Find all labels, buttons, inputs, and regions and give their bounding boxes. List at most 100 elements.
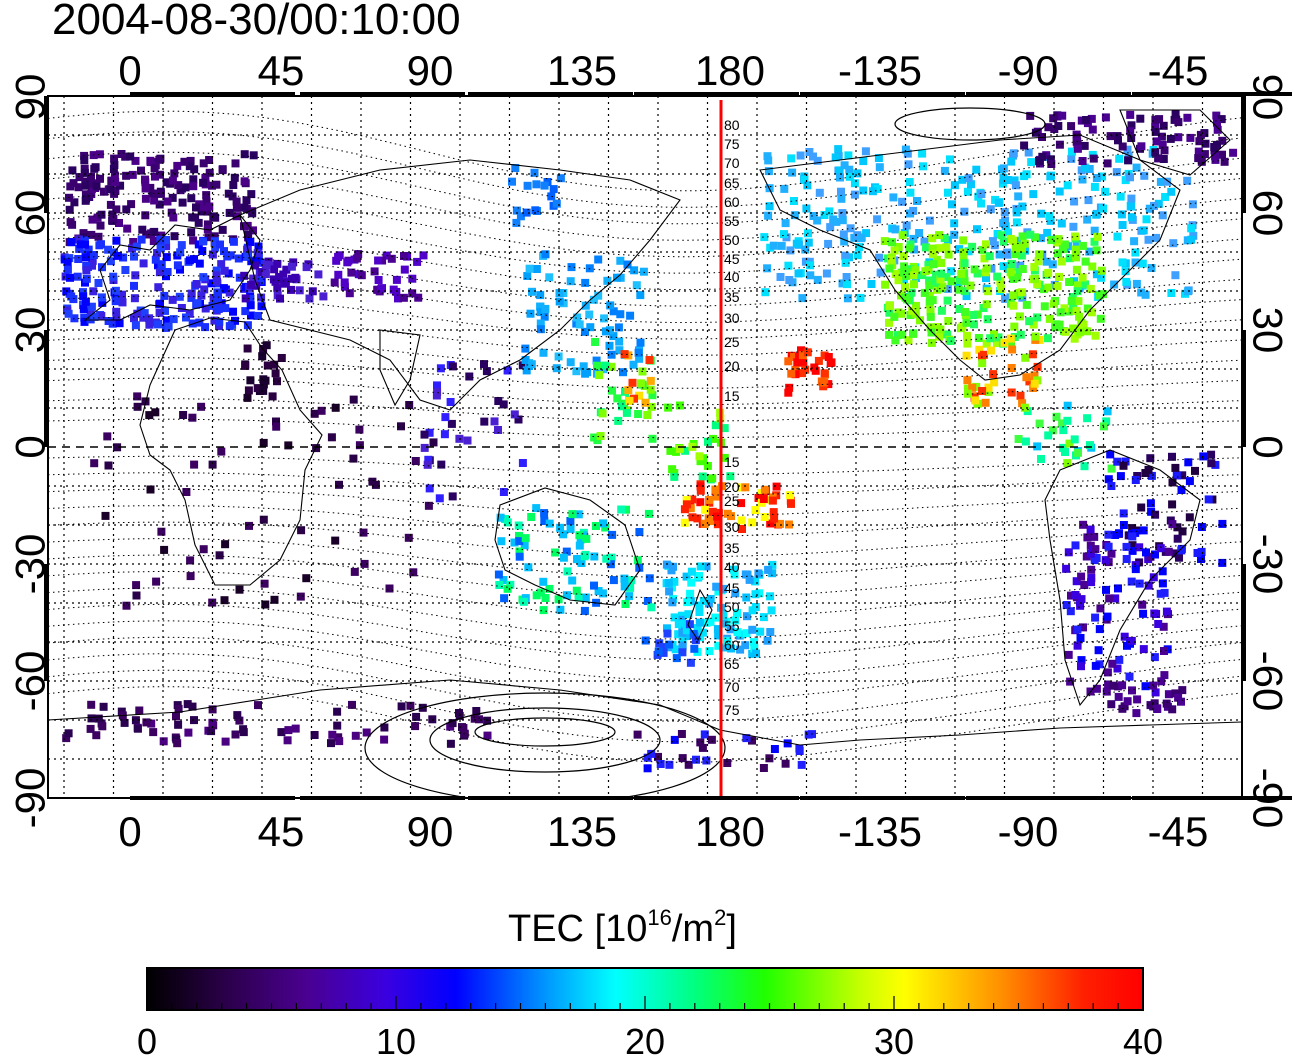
tec-cell [89, 287, 98, 296]
tec-cell [787, 154, 796, 163]
tec-cell [521, 534, 530, 543]
tec-cell [1070, 334, 1079, 343]
tec-cell [1107, 464, 1116, 473]
tec-cell [700, 730, 709, 739]
tec-cell [1072, 253, 1080, 262]
tec-cell [282, 265, 291, 274]
tec-cell [899, 252, 908, 260]
tec-cell [714, 631, 723, 640]
tec-cell [536, 325, 545, 334]
tec-cell [246, 294, 255, 303]
tec-cell [1144, 581, 1153, 590]
tec-cell [763, 152, 772, 161]
tec-cell [797, 760, 806, 769]
tec-cell [737, 483, 745, 492]
tec-cell [805, 148, 814, 156]
tec-cell [531, 206, 540, 215]
tec-cell [1126, 110, 1135, 119]
tec-cell [482, 367, 491, 376]
tec-cell [132, 242, 141, 251]
tec-cell [702, 562, 711, 571]
tec-cell [446, 398, 455, 406]
tec-cell [130, 314, 138, 323]
tec-cell [1102, 687, 1111, 696]
tec-cell [88, 215, 97, 224]
tec-cell [1128, 686, 1136, 695]
tec-cell [94, 279, 103, 287]
tec-cell [446, 739, 455, 748]
mlat-contour [48, 587, 1242, 640]
tec-cell [1030, 379, 1039, 388]
tec-cell [839, 230, 848, 239]
tec-cell [273, 284, 282, 293]
tec-cell [208, 460, 217, 469]
tec-cell [1010, 322, 1019, 331]
lat-lon-grid [48, 96, 1242, 798]
tec-cell [246, 301, 255, 310]
tec-cell [855, 243, 864, 252]
tec-cell [141, 194, 150, 203]
tec-cell [579, 362, 588, 371]
tec-cell [70, 198, 79, 207]
tec-cell [305, 294, 314, 303]
tec-cell [742, 629, 751, 638]
mlat-label: 25 [724, 493, 740, 509]
tec-cell [187, 228, 196, 237]
tec-cell [76, 240, 85, 249]
tec-cell [547, 192, 556, 201]
tec-cell [245, 521, 253, 530]
tec-cell [146, 156, 155, 165]
tec-cell [90, 459, 99, 468]
tec-cell [219, 284, 228, 293]
colorbar-tick-label: 40 [1122, 1021, 1164, 1062]
tec-cell [499, 400, 508, 409]
tec-cell [130, 294, 139, 303]
tec-cell [225, 322, 234, 331]
tec-cell [750, 644, 759, 653]
tec-cell [205, 156, 214, 164]
tec-cell [905, 178, 914, 186]
tec-cell [119, 253, 128, 262]
tec-cell [876, 268, 885, 277]
tec-cell [1080, 141, 1089, 150]
tec-cell [1101, 556, 1110, 565]
tec-cell [1011, 250, 1020, 259]
tec-cell [963, 384, 972, 393]
tec-cell [562, 547, 571, 556]
tec-cell [310, 731, 319, 739]
polar-mlat-contour [364, 692, 726, 798]
tec-cell [252, 256, 261, 265]
tec-cell [719, 643, 728, 652]
tec-cell [518, 361, 527, 370]
tec-cell [765, 754, 774, 763]
tec-cell [964, 187, 972, 196]
tec-cell [674, 620, 683, 629]
tec-cell [204, 233, 213, 242]
tec-cell [524, 563, 533, 572]
tec-cell [993, 272, 1002, 281]
tec-cell [503, 366, 512, 375]
tec-cell [580, 606, 589, 615]
tec-cell [189, 182, 198, 191]
tec-cell [187, 194, 196, 203]
tec-cell [1078, 273, 1087, 282]
tec-cell [334, 252, 343, 261]
tec-cell [674, 630, 683, 639]
tec-cell [987, 346, 995, 355]
tec-cell [1087, 573, 1096, 582]
tec-cell [1003, 250, 1012, 259]
tec-cell [162, 272, 170, 281]
tec-cell [112, 314, 121, 323]
tec-cell [1007, 388, 1016, 397]
tec-cell [943, 284, 952, 293]
tec-cell [743, 612, 751, 621]
tec-cell [602, 554, 611, 563]
tec-cell [836, 173, 844, 182]
frame-tick-band [1132, 92, 1292, 96]
tec-cell [688, 495, 697, 504]
tec-cell [695, 572, 703, 580]
tec-cell [193, 299, 202, 308]
tec-cell [784, 261, 793, 270]
tec-cell [999, 262, 1008, 271]
tec-cell [101, 511, 110, 520]
